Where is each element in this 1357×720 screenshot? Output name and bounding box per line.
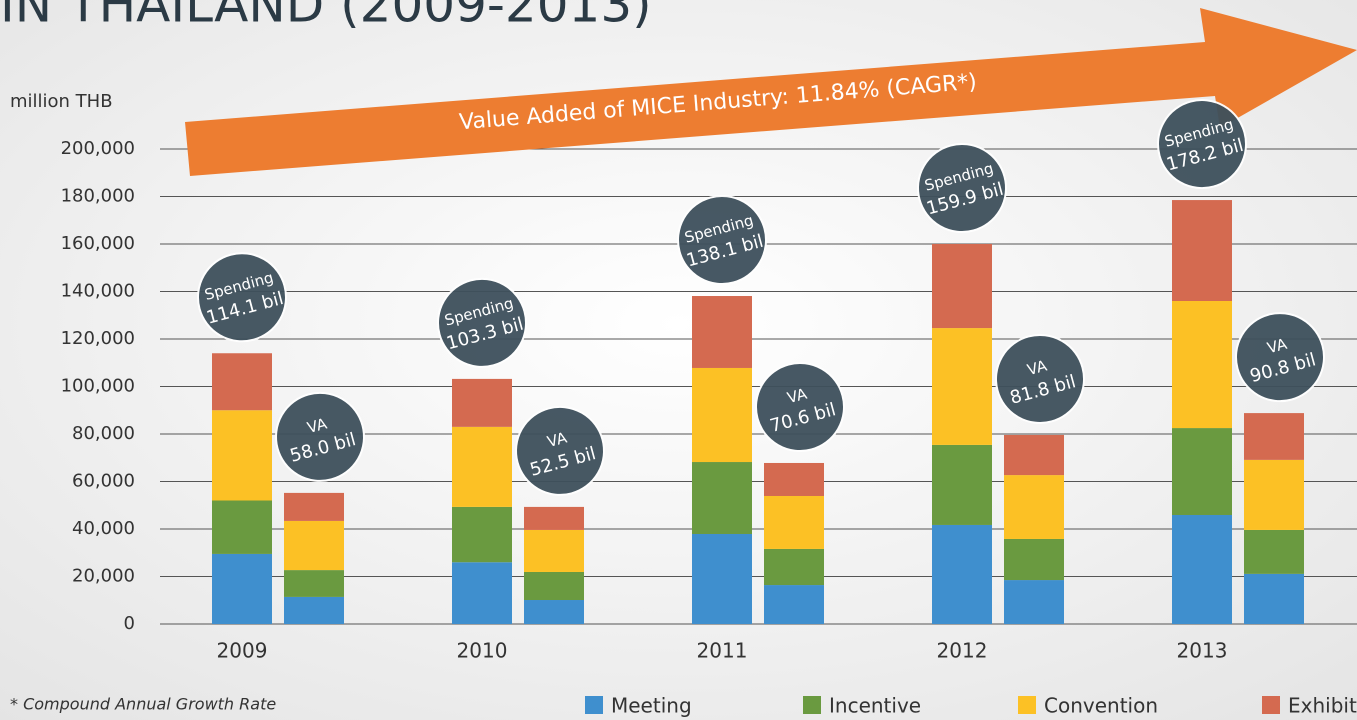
bar-segment <box>764 495 824 549</box>
bar-segment <box>452 378 512 427</box>
legend-label: Incentive <box>829 694 921 718</box>
bar-segment <box>692 367 752 463</box>
bar-segment <box>1004 538 1064 581</box>
bubble-circle <box>1157 99 1247 190</box>
bar-segment <box>1004 434 1064 476</box>
bubble-caption: VA <box>1265 335 1289 358</box>
legend-swatch <box>803 696 821 714</box>
bar-segment <box>1172 301 1232 429</box>
bar-segment <box>284 520 344 571</box>
bubble-circle <box>755 361 845 452</box>
y-tick-label: 40,000 <box>72 518 135 539</box>
bar-segment <box>1172 514 1232 624</box>
bubble-caption: VA <box>305 414 329 437</box>
bar-segment <box>764 548 824 586</box>
y-axis-label: million THB <box>10 91 113 112</box>
bar-segment <box>524 600 584 624</box>
bubble-caption: VA <box>785 384 809 407</box>
bar-segment <box>1004 580 1064 624</box>
bar-segment <box>212 353 272 411</box>
bubble-circle <box>275 391 365 482</box>
bar-segment <box>1244 413 1304 460</box>
bar-segment <box>524 571 584 601</box>
bar-segment <box>452 506 512 563</box>
bar-segment <box>1172 200 1232 301</box>
bubble-circle <box>995 333 1085 424</box>
bar-segment <box>284 570 344 597</box>
bubble-circle <box>1235 312 1325 403</box>
bar-segment <box>212 410 272 501</box>
bar-segment <box>1244 573 1304 624</box>
bar-segment <box>212 500 272 554</box>
bar-segment <box>932 244 992 329</box>
trend-arrow <box>185 8 1357 176</box>
bar-segment <box>764 462 824 496</box>
bubble-circle <box>197 252 287 343</box>
legend-label: Exhibition <box>1288 694 1357 718</box>
bar-segment <box>452 562 512 624</box>
bar-segment <box>524 506 584 530</box>
y-tick-label: 80,000 <box>72 423 135 444</box>
y-tick-label: 20,000 <box>72 566 135 587</box>
bar-segment <box>1004 475 1064 539</box>
legend-swatch <box>585 696 603 714</box>
x-tick-label: 2010 <box>457 639 508 663</box>
x-tick-label: 2011 <box>697 639 748 663</box>
y-tick-label: 120,000 <box>61 328 135 349</box>
bar-segment <box>932 444 992 525</box>
bar-segment <box>764 585 824 624</box>
legend-label: Convention <box>1044 694 1158 718</box>
bar-segment <box>284 492 344 521</box>
bar-segment <box>452 426 512 507</box>
bar-segment <box>284 596 344 624</box>
bubble-circle <box>437 277 527 368</box>
legend-swatch <box>1262 696 1280 714</box>
x-tick-label: 2009 <box>217 639 268 663</box>
chart-title: IN THAILAND (2009-2013) <box>0 0 652 34</box>
bar-segment <box>1172 428 1232 515</box>
bar-segment <box>692 462 752 534</box>
bar-segment <box>1244 459 1304 530</box>
bubble-circle <box>917 143 1007 233</box>
bar-segment <box>524 529 584 572</box>
bar-segment <box>932 524 992 624</box>
y-tick-label: 140,000 <box>61 281 135 302</box>
bar-segment <box>692 296 752 368</box>
x-tick-label: 2013 <box>1177 639 1228 663</box>
y-tick-label: 200,000 <box>61 138 135 159</box>
bar-segment <box>1244 529 1304 574</box>
y-tick-label: 180,000 <box>61 186 135 207</box>
y-tick-label: 0 <box>124 613 135 634</box>
bubble-circle <box>515 405 605 496</box>
bar-segment <box>212 553 272 624</box>
legend-swatch <box>1018 696 1036 714</box>
x-tick-label: 2012 <box>937 639 988 663</box>
footnote: * Compound Annual Growth Rate <box>10 695 276 714</box>
legend-label: Meeting <box>611 694 692 718</box>
y-tick-label: 100,000 <box>61 376 135 397</box>
bar-segment <box>932 328 992 445</box>
bubble-circle <box>677 195 767 286</box>
y-tick-label: 160,000 <box>61 233 135 254</box>
bubble-caption: VA <box>1025 356 1049 379</box>
y-tick-label: 60,000 <box>72 471 135 492</box>
bar-segment <box>692 533 752 624</box>
bubble-caption: VA <box>545 428 569 451</box>
